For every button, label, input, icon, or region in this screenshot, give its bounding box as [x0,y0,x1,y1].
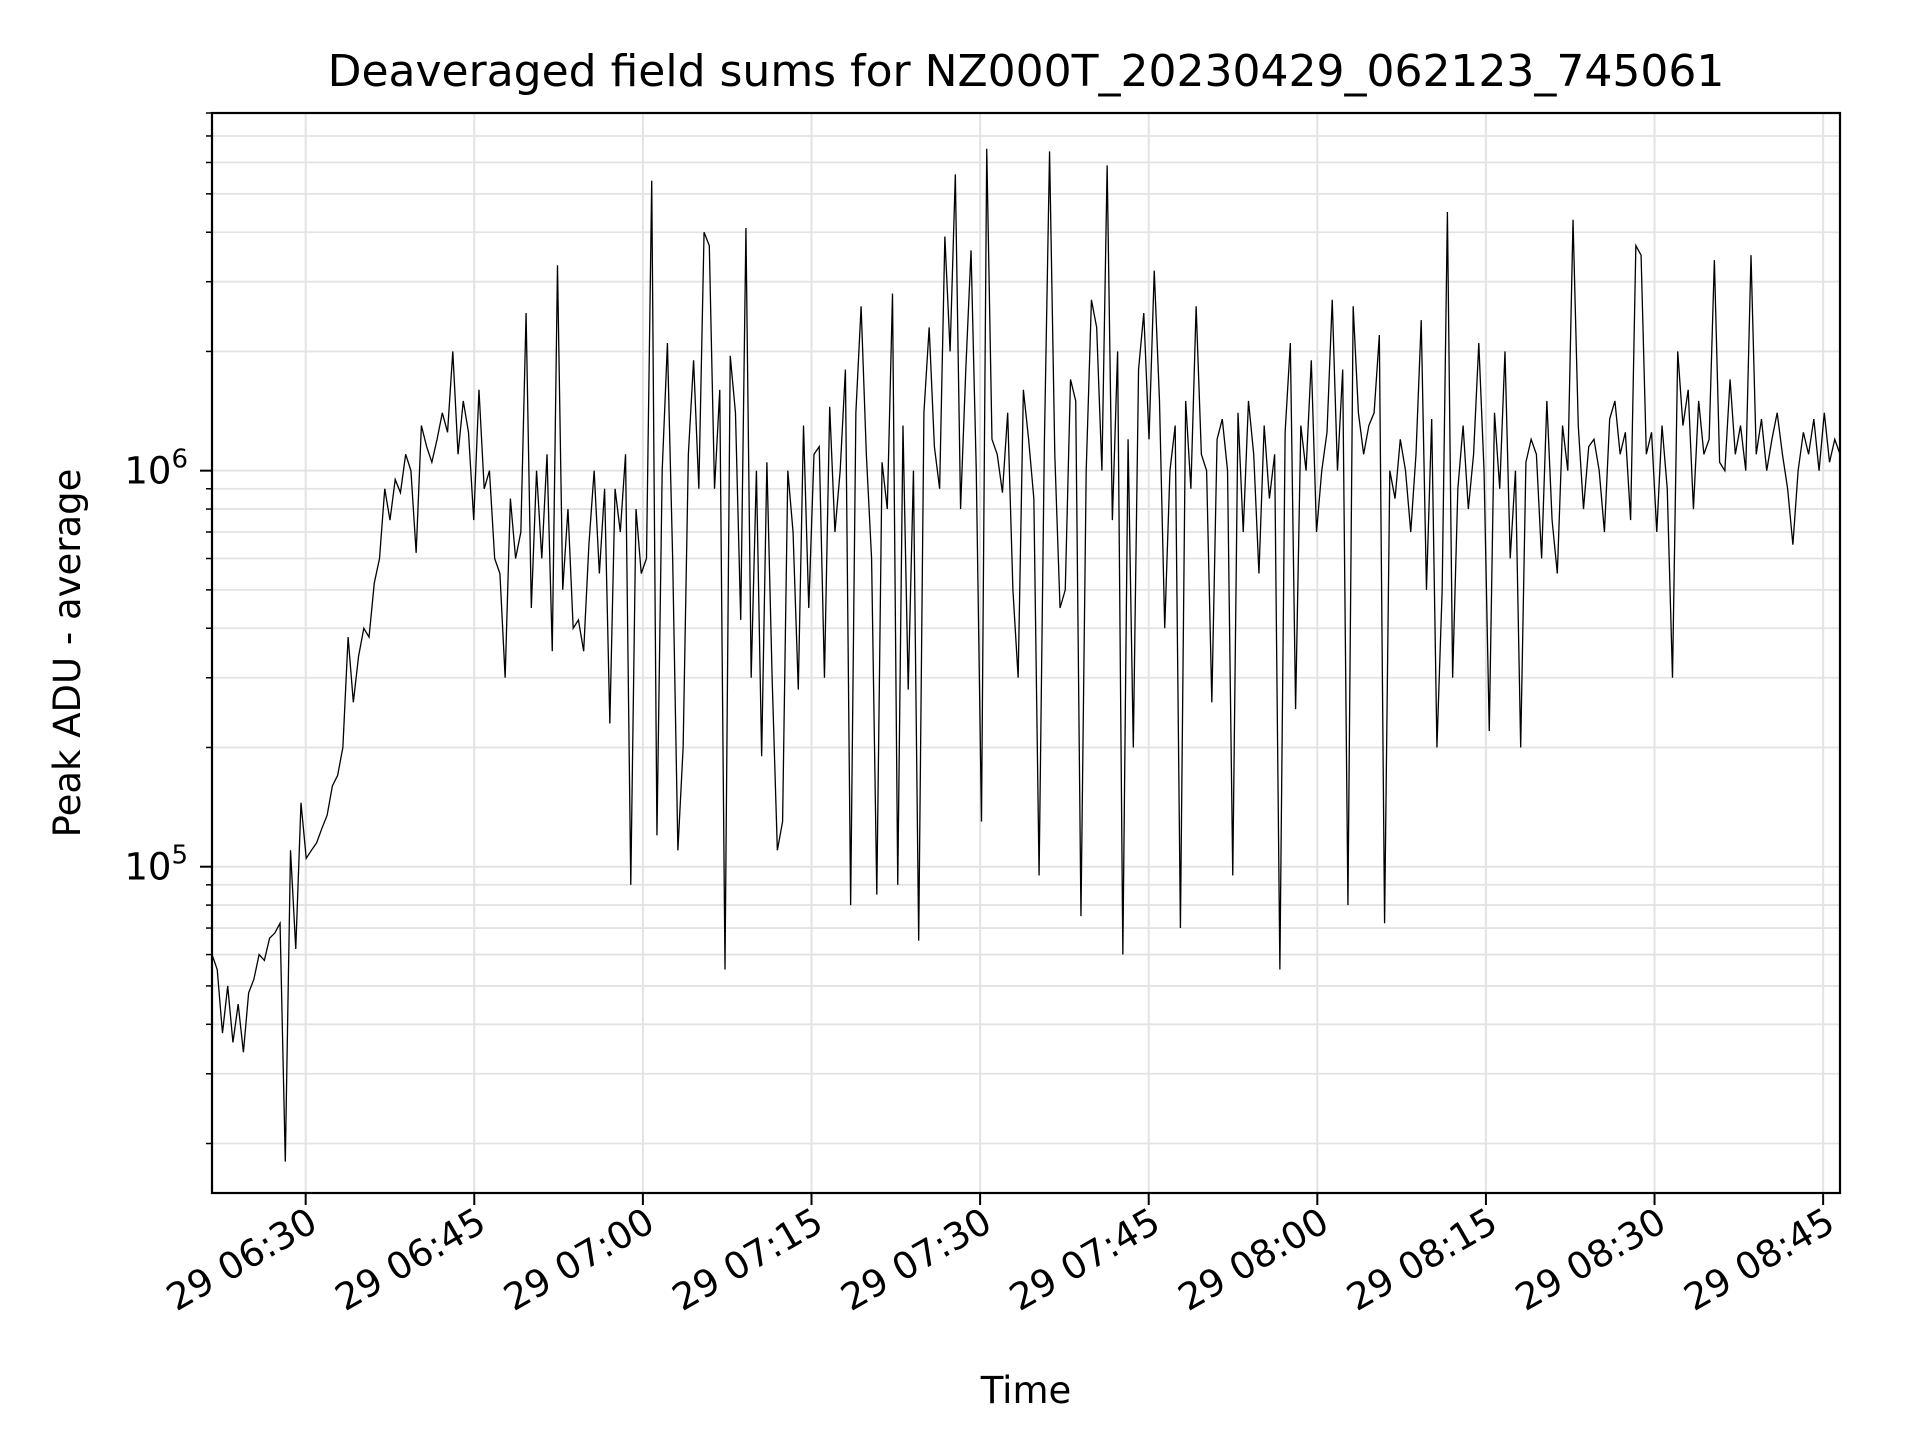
plot-frame [210,111,1842,1195]
y-tick-label: 105 [124,841,188,889]
series-line [211,148,1841,1162]
chart-title: Deaveraged field sums for NZ000T_2023042… [328,46,1725,97]
y-axis-label: Peak ADU - average [46,469,89,838]
gridlines [212,112,1840,1193]
y-tick-label: 106 [124,445,188,493]
x-axis-label: Time [980,1369,1072,1412]
data-series [211,148,1841,1162]
